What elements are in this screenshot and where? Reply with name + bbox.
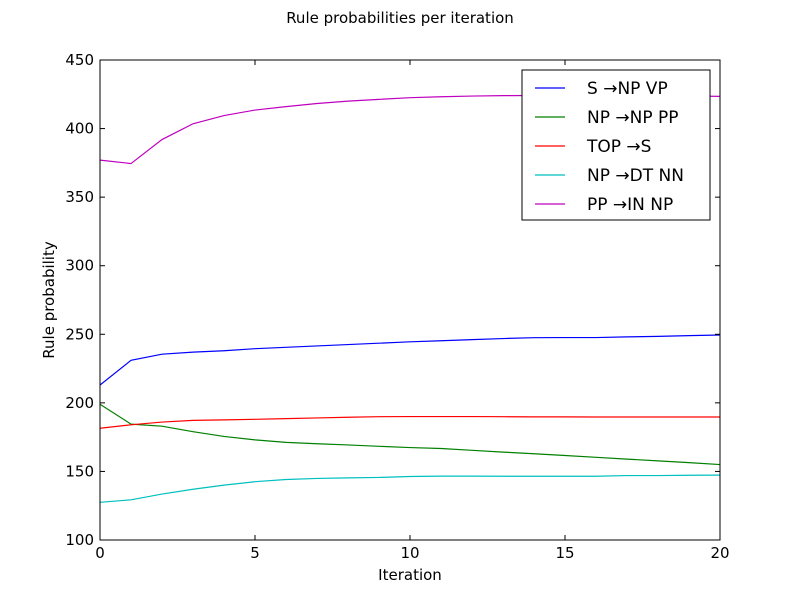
y-tick-label: 200 xyxy=(65,394,94,412)
x-tick-label: 0 xyxy=(95,544,105,562)
legend-label-2: NP →NP PP xyxy=(587,108,679,128)
y-tick-label: 350 xyxy=(65,188,94,206)
chart-title: Rule probabilities per iteration xyxy=(286,9,514,27)
y-axis-label: Rule probability xyxy=(40,241,58,359)
x-tick-label: 20 xyxy=(710,544,729,562)
ticks-layer: 0 5 10 15 20 100 150 200 250 300 350 400 450 xyxy=(65,51,729,562)
legend: S →NP VP NP →NP PP TOP →S NP →DT NN PP →IN N… xyxy=(521,69,711,221)
y-tick-label: 300 xyxy=(65,257,94,275)
x-axis-label: Iteration xyxy=(378,566,442,584)
legend-box xyxy=(521,69,711,221)
y-tick-label: 400 xyxy=(65,120,94,138)
series-line-4 xyxy=(99,474,721,503)
x-tick-label: 10 xyxy=(400,544,419,562)
legend-label-3: TOP →S xyxy=(586,137,651,157)
series-line-3 xyxy=(99,415,720,429)
y-tick-label: 450 xyxy=(65,51,94,69)
x-tick-label: 15 xyxy=(555,544,574,562)
series-line-2 xyxy=(99,403,721,466)
x-tick-label: 5 xyxy=(250,544,260,562)
y-tick-label: 100 xyxy=(65,531,94,549)
legend-label-5: PP →IN NP xyxy=(587,195,673,215)
legend-label-4: NP →DT NN xyxy=(587,166,684,186)
legend-label-1: S →NP VP xyxy=(587,79,668,99)
y-tick-label: 150 xyxy=(65,462,94,480)
y-tick-label: 250 xyxy=(65,325,94,343)
series-line-1 xyxy=(99,334,721,386)
